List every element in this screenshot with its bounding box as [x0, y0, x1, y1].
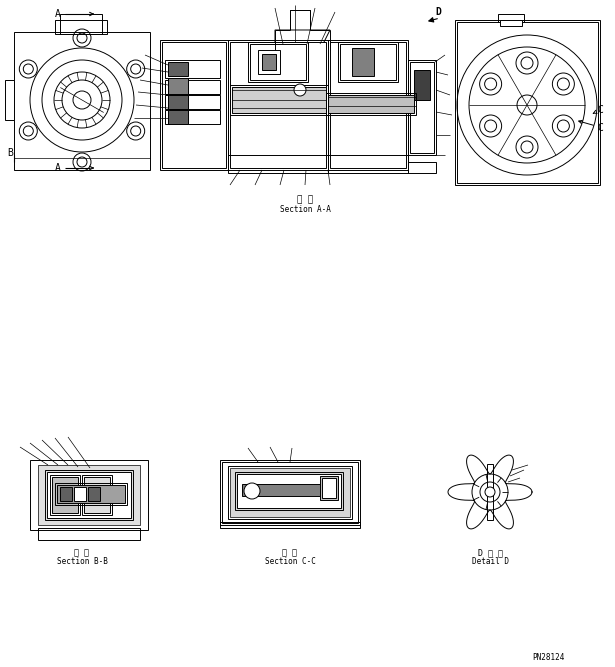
- Bar: [487, 464, 493, 520]
- Bar: [47, 472, 131, 518]
- Bar: [235, 472, 343, 510]
- Bar: [250, 44, 306, 80]
- Bar: [52, 477, 78, 513]
- Bar: [352, 48, 374, 76]
- Bar: [232, 87, 326, 113]
- Circle shape: [244, 483, 260, 499]
- Text: A: A: [55, 163, 61, 173]
- Bar: [222, 462, 358, 523]
- Bar: [498, 14, 524, 22]
- Bar: [165, 95, 220, 109]
- Bar: [320, 476, 338, 500]
- Bar: [57, 485, 125, 503]
- Bar: [50, 475, 80, 515]
- Bar: [322, 478, 336, 498]
- Text: B: B: [7, 148, 13, 158]
- Bar: [14, 32, 150, 170]
- Bar: [410, 62, 434, 153]
- Bar: [338, 42, 398, 82]
- Bar: [230, 468, 350, 517]
- Text: A: A: [55, 9, 61, 19]
- Bar: [60, 487, 72, 501]
- Polygon shape: [5, 80, 14, 120]
- Bar: [457, 22, 598, 183]
- Bar: [168, 110, 188, 124]
- Bar: [326, 93, 416, 115]
- Bar: [82, 475, 112, 515]
- Bar: [330, 42, 406, 168]
- Bar: [84, 477, 110, 513]
- Bar: [248, 42, 308, 82]
- Bar: [220, 522, 360, 528]
- Bar: [228, 155, 328, 173]
- Polygon shape: [290, 10, 310, 30]
- Bar: [328, 155, 408, 173]
- Bar: [228, 466, 352, 519]
- Bar: [165, 110, 220, 124]
- Text: 断 面: 断 面: [74, 548, 90, 558]
- Bar: [500, 20, 522, 26]
- Bar: [408, 60, 436, 155]
- Bar: [55, 20, 107, 34]
- Text: PN28124: PN28124: [533, 654, 565, 662]
- Bar: [455, 20, 600, 185]
- Text: 断 面: 断 面: [297, 195, 313, 205]
- Bar: [328, 95, 414, 113]
- Bar: [30, 460, 148, 530]
- Bar: [165, 80, 220, 94]
- Bar: [60, 14, 102, 34]
- Bar: [220, 460, 360, 525]
- Bar: [38, 528, 140, 540]
- Bar: [88, 487, 100, 501]
- Bar: [408, 162, 436, 173]
- Bar: [162, 42, 226, 168]
- Bar: [328, 40, 408, 170]
- Bar: [258, 50, 280, 74]
- Bar: [55, 483, 127, 505]
- Circle shape: [485, 487, 495, 497]
- Bar: [168, 95, 188, 109]
- Text: Section C-C: Section C-C: [264, 558, 315, 566]
- Bar: [45, 470, 133, 520]
- Bar: [38, 465, 140, 525]
- Bar: [262, 54, 276, 70]
- Text: C: C: [597, 123, 603, 133]
- Bar: [74, 487, 86, 501]
- Bar: [160, 40, 228, 170]
- Text: D 詳 細: D 詳 細: [477, 548, 502, 558]
- Bar: [228, 40, 328, 170]
- Bar: [237, 474, 341, 508]
- Bar: [340, 44, 396, 80]
- Text: D: D: [435, 7, 441, 17]
- Bar: [165, 60, 220, 78]
- Bar: [168, 62, 188, 76]
- Text: 断 面: 断 面: [282, 548, 298, 558]
- Polygon shape: [275, 30, 330, 50]
- Text: Section A-A: Section A-A: [280, 205, 330, 215]
- Text: Section B-B: Section B-B: [57, 558, 108, 566]
- Text: Detail D: Detail D: [472, 558, 509, 566]
- Bar: [168, 78, 188, 94]
- Bar: [230, 85, 328, 115]
- Bar: [242, 484, 336, 496]
- Bar: [230, 42, 326, 168]
- Bar: [414, 70, 430, 100]
- Text: C: C: [597, 105, 603, 115]
- Circle shape: [294, 84, 306, 96]
